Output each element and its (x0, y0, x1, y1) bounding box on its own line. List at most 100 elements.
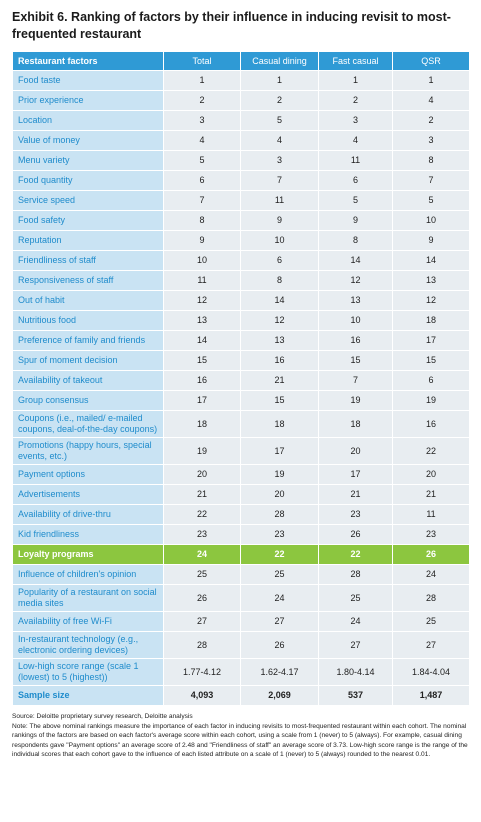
rank-cell: 2 (163, 90, 241, 111)
rank-cell: 25 (392, 611, 470, 632)
rank-cell: 16 (163, 370, 241, 391)
rank-cell: 27 (392, 631, 470, 659)
rank-cell: 1 (163, 70, 241, 91)
factor-cell: Kid friendliness (12, 524, 164, 545)
table-row: Availability of drive-thru 22 28 23 11 (12, 504, 470, 525)
table-row: Influence of children's opinion 25 25 28 24 (12, 564, 470, 585)
rank-cell: 1.77-4.12 (163, 658, 241, 686)
table-row: Availability of takeout 16 21 7 6 (12, 370, 470, 391)
rank-cell: 20 (163, 464, 241, 485)
table-row: Responsiveness of staff 11 8 12 13 (12, 270, 470, 291)
rank-cell: 12 (163, 290, 241, 311)
factor-cell: Food quantity (12, 170, 164, 191)
footnotes: Source: Deloitte proprietary survey rese… (12, 712, 472, 760)
rank-cell: 15 (318, 350, 393, 371)
rank-cell: 6 (240, 250, 319, 271)
column-header: Total (163, 51, 241, 71)
rank-cell: 20 (240, 484, 319, 505)
factor-cell: Advertisements (12, 484, 164, 505)
rank-cell: 20 (392, 464, 470, 485)
rank-cell: 13 (240, 330, 319, 351)
rank-cell: 1 (318, 70, 393, 91)
rank-cell: 8 (163, 210, 241, 231)
table-row: Prior experience 2 2 2 4 (12, 90, 470, 111)
rank-cell: 21 (240, 370, 319, 391)
document: Exhibit 6. Ranking of factors by their i… (12, 10, 472, 760)
rank-cell: 6 (318, 170, 393, 191)
factor-cell: Sample size (12, 685, 164, 706)
rank-cell: 11 (240, 190, 319, 211)
rank-cell: 12 (318, 270, 393, 291)
rank-cell: 9 (318, 210, 393, 231)
factor-cell: Spur of moment decision (12, 350, 164, 371)
rank-cell: 14 (163, 330, 241, 351)
rank-cell: 7 (240, 170, 319, 191)
rank-cell: 2,069 (240, 685, 319, 706)
rank-cell: 27 (240, 611, 319, 632)
table-row: Spur of moment decision 15 16 15 15 (12, 350, 470, 371)
table-row: Food safety 8 9 9 10 (12, 210, 470, 231)
rank-cell: 8 (392, 150, 470, 171)
rank-cell: 23 (163, 524, 241, 545)
table-row: Value of money 4 4 4 3 (12, 130, 470, 151)
rank-cell: 19 (318, 390, 393, 411)
table-row: Menu variety 5 3 11 8 (12, 150, 470, 171)
source: Source: Deloitte proprietary survey rese… (12, 713, 193, 720)
rank-cell: 17 (163, 390, 241, 411)
rank-cell: 18 (163, 410, 241, 438)
rank-cell: 18 (240, 410, 319, 438)
factor-cell: Prior experience (12, 90, 164, 111)
table-row: Service speed 7 11 5 5 (12, 190, 470, 211)
rank-cell: 8 (240, 270, 319, 291)
rank-cell: 22 (240, 544, 319, 565)
rank-cell: 23 (392, 524, 470, 545)
factor-cell: Popularity of a restaurant on social med… (12, 584, 164, 612)
factor-cell: Food taste (12, 70, 164, 91)
rank-cell: 4 (163, 130, 241, 151)
rank-cell: 2 (318, 90, 393, 111)
table-row: Sample size 4,093 2,069 537 1,487 (12, 685, 470, 706)
rank-cell: 14 (318, 250, 393, 271)
rank-cell: 28 (240, 504, 319, 525)
factor-cell: Out of habit (12, 290, 164, 311)
factor-cell: Value of money (12, 130, 164, 151)
rank-cell: 5 (163, 150, 241, 171)
rank-cell: 2 (240, 90, 319, 111)
rank-cell: 5 (392, 190, 470, 211)
rank-cell: 20 (318, 437, 393, 465)
rank-cell: 11 (392, 504, 470, 525)
ranking-table: Restaurant factors Total Casual dining Fast… (12, 51, 470, 706)
rank-cell: 3 (240, 150, 319, 171)
rank-cell: 21 (163, 484, 241, 505)
rank-cell: 27 (163, 611, 241, 632)
rank-cell: 24 (318, 611, 393, 632)
note: Note: The above nominal rankings measure… (12, 722, 468, 759)
rank-cell: 21 (318, 484, 393, 505)
table-row: Low-high score range (scale 1 (lowest) t… (12, 658, 470, 686)
rank-cell: 17 (392, 330, 470, 351)
table-row: Food taste 1 1 1 1 (12, 70, 470, 91)
rank-cell: 17 (318, 464, 393, 485)
rank-cell: 1 (240, 70, 319, 91)
rank-cell: 9 (392, 230, 470, 251)
rank-cell: 2 (392, 110, 470, 131)
rank-cell: 12 (240, 310, 319, 331)
table-row: Availability of free Wi-Fi 27 27 24 25 (12, 611, 470, 632)
rank-cell: 10 (318, 310, 393, 331)
rank-cell: 25 (240, 564, 319, 585)
rank-cell: 537 (318, 685, 393, 706)
rank-cell: 23 (318, 504, 393, 525)
rank-cell: 24 (163, 544, 241, 565)
factor-cell: Nutritious food (12, 310, 164, 331)
table-row: Promotions (happy hours, special events,… (12, 437, 470, 465)
column-header: Casual dining (240, 51, 319, 71)
rank-cell: 13 (163, 310, 241, 331)
rank-cell: 1.80-4.14 (318, 658, 393, 686)
factor-cell: Reputation (12, 230, 164, 251)
factor-cell: Payment options (12, 464, 164, 485)
rank-cell: 4 (240, 130, 319, 151)
table-row: Nutritious food 13 12 10 18 (12, 310, 470, 331)
table-row: Group consensus 17 15 19 19 (12, 390, 470, 411)
table-row: Advertisements 21 20 21 21 (12, 484, 470, 505)
factor-cell: Location (12, 110, 164, 131)
